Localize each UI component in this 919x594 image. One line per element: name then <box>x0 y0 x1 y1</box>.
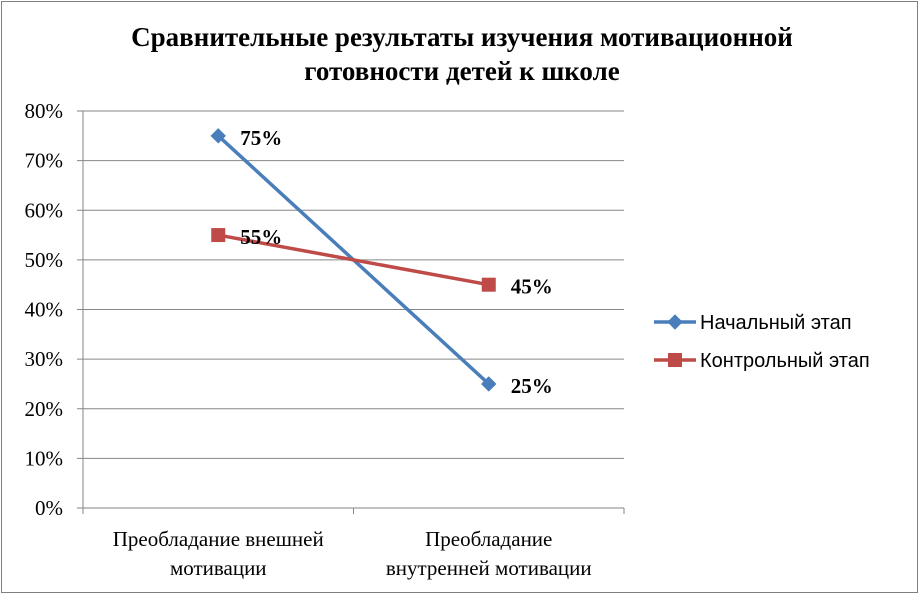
legend-marker <box>668 353 682 367</box>
chart-title-line-1: Сравнительные результаты изучения мотива… <box>131 22 793 52</box>
y-tick-label: 30% <box>25 347 64 371</box>
y-tick-label: 60% <box>25 198 64 222</box>
data-point-marker <box>481 277 496 292</box>
data-point-marker <box>210 128 226 144</box>
chart-title: Сравнительные результаты изучения мотива… <box>62 20 862 88</box>
data-label: 45% <box>511 275 553 299</box>
y-tick-label: 40% <box>25 298 64 322</box>
data-label: 25% <box>511 374 553 398</box>
chart-title-line-2: готовности детей к школе <box>304 56 620 86</box>
x-category-label: Преобладание внешней мотивации <box>113 527 324 580</box>
y-tick-label: 20% <box>25 397 64 421</box>
legend-label: Контрольный этап <box>700 350 870 372</box>
data-label: 55% <box>240 225 282 249</box>
y-tick-label: 80% <box>25 99 64 123</box>
y-tick-label: 70% <box>25 149 64 173</box>
data-point-marker <box>211 228 226 243</box>
y-tick-label: 10% <box>25 446 64 470</box>
y-tick-label: 0% <box>35 496 63 520</box>
data-label: 75% <box>240 126 282 150</box>
y-tick-label: 50% <box>25 248 64 272</box>
legend-label: Начальный этап <box>700 312 852 334</box>
legend-marker <box>667 314 683 330</box>
series-line <box>217 233 490 287</box>
data-point-marker <box>481 376 497 392</box>
x-category-label: Преобладание внутренней мотивации <box>386 527 592 580</box>
